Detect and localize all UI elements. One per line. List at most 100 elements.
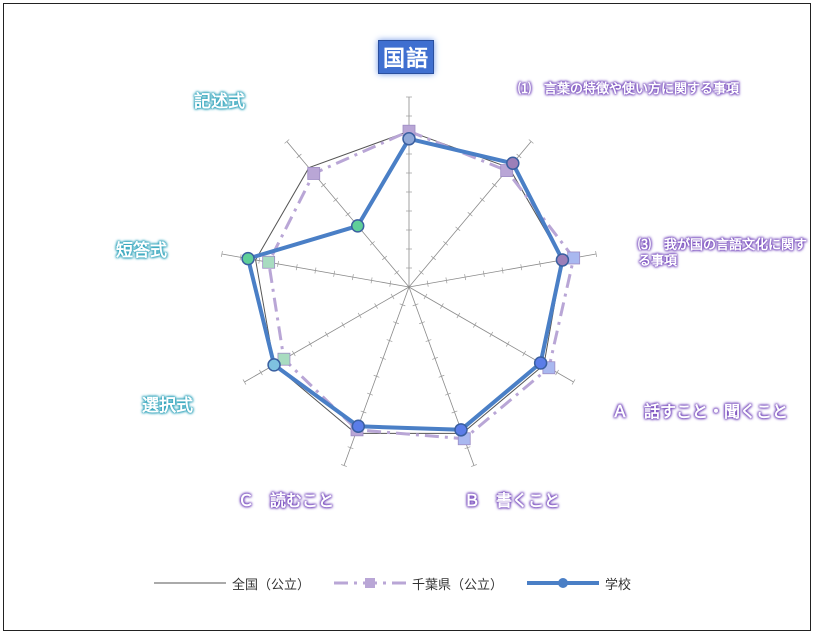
axis-tick-7-80	[258, 257, 261, 264]
axis-tick-6-30	[357, 312, 362, 319]
axis-tick-7-50	[314, 267, 317, 274]
axis-tick-8-70	[320, 182, 327, 188]
series-marker-2-4	[454, 423, 468, 437]
axis-tick-8-100	[284, 139, 290, 144]
axis-tick-6-100	[242, 379, 247, 385]
axis-tick-6-10	[390, 293, 395, 300]
axis-tick-5-20	[393, 321, 399, 325]
chart-title: 国語	[378, 40, 435, 74]
category-label-yomu: Ｃ 読むこと	[238, 491, 335, 510]
legend-swatch-school	[527, 578, 600, 588]
axis-tick-6-60	[308, 341, 313, 347]
axis-tick-3-70	[522, 350, 526, 357]
axis-tick-1-10	[418, 270, 424, 275]
axis-tick-7-20	[370, 277, 373, 284]
category-label-kijutsushiki: 記述式	[194, 92, 245, 112]
series-marker-1-6	[277, 352, 291, 366]
axis-tick-1-90	[516, 153, 522, 159]
legend-item-national: 全国（公立）	[154, 574, 310, 593]
axis-tick-7-10	[389, 280, 392, 287]
series-marker-2-0	[402, 132, 416, 146]
axis-tick-5-40	[380, 357, 386, 360]
axis-tick-1-70	[491, 182, 498, 188]
axis-tick-4-30	[425, 339, 432, 342]
series-marker-1-8	[307, 167, 321, 180]
legend: 全国（公立） 千葉県（公立） 学校	[154, 573, 655, 593]
axis-tick-5-50	[373, 374, 380, 378]
axis-tick-5-60	[367, 392, 373, 396]
axis-tick-8-20	[382, 255, 388, 261]
axis-tick-5-70	[360, 410, 367, 414]
axis-tick-1-100	[528, 139, 534, 144]
radar-chart	[221, 96, 597, 467]
axis-tick-2-10	[426, 280, 429, 287]
axis-tick-3-20	[440, 303, 444, 309]
axis-tick-7-70	[277, 260, 279, 267]
legend-label-national: 全国（公立）	[232, 577, 311, 593]
axis-tick-7-90	[239, 254, 242, 261]
legend-swatch-national	[154, 582, 226, 584]
chart-frame: 国語 記述式 ⑴ 言葉の特徴や使い方に関する事項 短答式 ⑶ 我が国の言語文化に…	[3, 3, 811, 631]
axis-tick-1-50	[467, 212, 473, 217]
axis-tick-5-100	[341, 464, 347, 467]
legend-label-school: 学校	[605, 577, 632, 593]
axis-tick-3-60	[505, 341, 510, 347]
axis-tick-6-70	[292, 350, 296, 357]
axis-tick-4-70	[451, 410, 458, 414]
category-label-kaku: Ｂ 書くこと	[464, 491, 561, 510]
axis-tick-4-90	[464, 446, 471, 450]
axis-tick-6-40	[341, 322, 345, 328]
axis-tick-2-20	[445, 277, 448, 284]
axis-tick-4-60	[445, 392, 451, 396]
legend-label-chiba: 千葉県（公立）	[412, 577, 504, 593]
series-marker-2-7	[241, 251, 255, 266]
axis-tick-3-30	[456, 312, 461, 319]
axis-tick-2-30	[464, 274, 466, 281]
legend-swatch-chiba	[334, 578, 407, 588]
axis-tick-6-90	[259, 369, 263, 376]
axis-tick-2-70	[539, 260, 541, 267]
axis-tick-8-10	[394, 270, 400, 275]
series-marker-2-1	[506, 156, 520, 171]
axis-tick-1-40	[455, 226, 461, 231]
axis-tick-4-20	[419, 321, 425, 325]
series-marker-2-5	[351, 419, 366, 434]
legend-item-chiba: 千葉県（公立）	[334, 574, 503, 593]
axis-tick-2-50	[501, 267, 504, 274]
axis-tick-5-90	[347, 446, 354, 450]
series-marker-2-3	[533, 356, 548, 370]
category-label-hanasu-kiku: Ａ 話すこと・聞くこと	[612, 402, 789, 421]
axis-tick-3-10	[423, 293, 428, 300]
axis-tick-8-50	[345, 212, 351, 217]
axis-tick-3-90	[555, 369, 559, 376]
series-marker-2-8	[350, 219, 365, 233]
series-line-1	[267, 129, 576, 441]
axis-tick-4-40	[432, 357, 438, 360]
axis-tick-3-40	[473, 322, 477, 328]
series-marker-1-7	[262, 255, 276, 269]
series-line-2	[246, 136, 565, 432]
axis-tick-6-50	[324, 331, 329, 338]
category-label-tantoushiki: 短答式	[116, 241, 167, 261]
axis-tick-7-40	[333, 270, 336, 277]
axis-tick-8-60	[333, 197, 339, 202]
axis-tick-1-30	[443, 241, 449, 246]
axis-tick-2-60	[520, 264, 523, 271]
axis-tick-1-60	[479, 197, 485, 202]
legend-item-school: 学校	[527, 574, 631, 593]
axis-tick-2-100	[595, 250, 597, 258]
axis-tick-2-40	[482, 270, 485, 277]
series-marker-2-2	[555, 253, 570, 267]
series-marker-1-2	[567, 251, 581, 265]
axis-tick-5-10	[399, 303, 406, 307]
axis-tick-7-30	[352, 274, 354, 281]
axis-tick-7-60	[295, 264, 298, 271]
axis-tick-4-50	[438, 374, 445, 378]
category-label-kotoba: ⑴ 言葉の特徴や使い方に関する事項	[518, 82, 740, 97]
axis-tick-3-100	[571, 379, 576, 385]
axis-tick-7-100	[221, 250, 223, 258]
axis-tick-8-90	[296, 153, 302, 159]
axis-tick-4-10	[412, 303, 419, 307]
axis-tick-4-100	[471, 464, 477, 467]
axis-tick-8-30	[369, 241, 375, 246]
